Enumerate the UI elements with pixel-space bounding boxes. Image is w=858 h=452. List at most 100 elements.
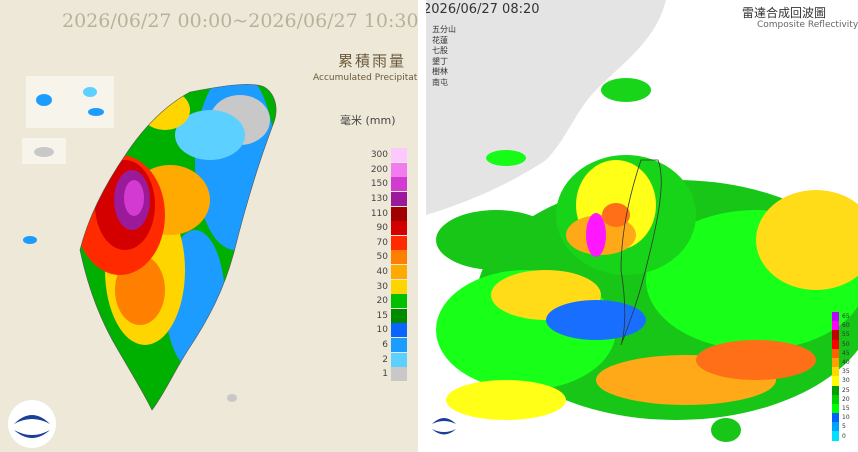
legend-label: 10 [376, 325, 388, 336]
legend-swatch [832, 330, 839, 340]
legend-item: 20 [362, 294, 407, 309]
station: 五分山 [432, 25, 456, 34]
legend-label: 40 [376, 267, 388, 278]
legend-swatch [832, 403, 839, 414]
legend-item: 1 [362, 367, 407, 382]
legend-label: 70 [376, 237, 388, 248]
legend-label: 60 [842, 322, 850, 330]
legend-label: 55 [842, 331, 850, 339]
legend-item: 0 [832, 431, 850, 441]
logo [428, 410, 460, 442]
legend-item: 90 [362, 221, 407, 236]
legend-label: 300 [370, 150, 388, 161]
legend-swatch [832, 394, 839, 404]
station-list: 五分山 花蓮 七股 墾丁 樹林 南屯 [432, 25, 456, 88]
legend-item: 15 [832, 403, 850, 414]
station: 南屯 [432, 77, 448, 87]
legend-swatch [391, 294, 407, 309]
legend-item: 35 [832, 367, 850, 377]
heading-en: Composite Reflectivity [757, 20, 858, 30]
legend-swatch [391, 192, 407, 207]
time-range: 2026/06/27 00:00~2026/06/27 10:30 [62, 10, 418, 32]
legend-label: 2 [382, 354, 388, 365]
station: 樹林 [432, 67, 448, 76]
taiwan-rainfall [80, 84, 277, 410]
legend-label: 50 [376, 252, 388, 263]
legend-item: 10 [832, 413, 850, 423]
legend-label: 0 [842, 432, 846, 440]
legend-swatch [391, 308, 407, 323]
precip-map [8, 76, 277, 448]
legend-swatch [391, 221, 407, 236]
legend-swatch [391, 206, 407, 221]
radar-map [426, 0, 858, 442]
legend: 65 60 55 50 45 40 35 30 25 20 15 10 5 0 [832, 312, 850, 441]
station: 七股 [432, 46, 448, 55]
heading-en: Accumulated Precipitation [313, 73, 418, 83]
radar-panel: 2026/06/27 08:20 雷達合成回波圖 Composite Refle… [426, 0, 858, 452]
legend-swatch [832, 312, 839, 322]
legend-item: 15 [362, 308, 407, 324]
legend-item: 30 [362, 279, 407, 294]
legend-label: 40 [842, 359, 850, 367]
legend-swatch [391, 279, 407, 294]
legend-item: 50 [362, 250, 407, 265]
legend-label: 20 [842, 395, 850, 403]
legend-item: 45 [832, 348, 850, 358]
legend-label: 30 [376, 281, 388, 292]
unit: 毫米 (mm) [340, 114, 396, 127]
legend-swatch [832, 367, 839, 377]
legend-swatch [832, 376, 839, 386]
legend-label: 65 [842, 313, 850, 321]
legend-swatch [391, 177, 407, 192]
legend-item: 40 [832, 357, 850, 368]
station: 花蓮 [432, 35, 448, 45]
legend-swatch [832, 339, 839, 349]
legend-swatch [832, 385, 839, 395]
station: 墾丁 [432, 56, 448, 66]
legend-item: 70 [362, 235, 407, 251]
legend-label: 25 [842, 386, 850, 394]
legend-swatch [832, 357, 839, 368]
legend-item: 40 [362, 265, 407, 280]
precipitation-panel: 2026/06/27 00:00~2026/06/27 10:30 累積雨量 A… [0, 0, 418, 452]
legend-swatch [391, 250, 407, 265]
legend-item: 10 [362, 323, 407, 338]
legend-swatch [391, 148, 407, 163]
legend-item: 150 [362, 177, 407, 192]
legend-item: 50 [832, 339, 850, 349]
legend-item: 200 [362, 162, 407, 178]
legend-swatch [391, 162, 407, 177]
legend-label: 130 [370, 194, 388, 205]
legend-item: 55 [832, 330, 850, 340]
legend-item: 20 [832, 394, 850, 404]
legend-label: 15 [842, 404, 850, 412]
legend-item: 30 [832, 376, 850, 386]
timestamp: 2026/06/27 08:20 [426, 2, 540, 17]
legend-label: 90 [376, 223, 388, 234]
heading: 雷達合成回波圖 [742, 6, 827, 20]
legend-swatch [832, 422, 839, 432]
legend-item: 65 [832, 312, 850, 322]
legend-swatch [832, 413, 839, 423]
echoes [436, 78, 858, 442]
legend-swatch [391, 352, 407, 367]
legend-swatch [832, 321, 839, 331]
legend: 300 200 150 130 110 90 70 50 40 30 20 15 10 6 2 1 [362, 148, 407, 382]
legend-label: 20 [376, 296, 388, 307]
legend-label: 110 [370, 208, 388, 219]
taiwan-outline [620, 159, 662, 346]
heading: 累積雨量 [338, 52, 407, 70]
legend-swatch [391, 235, 407, 250]
logo [8, 400, 56, 448]
legend-item: 110 [362, 206, 407, 221]
legend-label: 10 [842, 414, 850, 422]
legend-label: 5 [842, 423, 846, 431]
legend-label: 6 [382, 340, 388, 351]
legend-item: 130 [362, 192, 407, 207]
legend-label: 15 [376, 310, 388, 321]
legend-swatch [391, 323, 407, 338]
legend-item: 2 [362, 352, 407, 367]
legend-item: 5 [832, 422, 850, 432]
